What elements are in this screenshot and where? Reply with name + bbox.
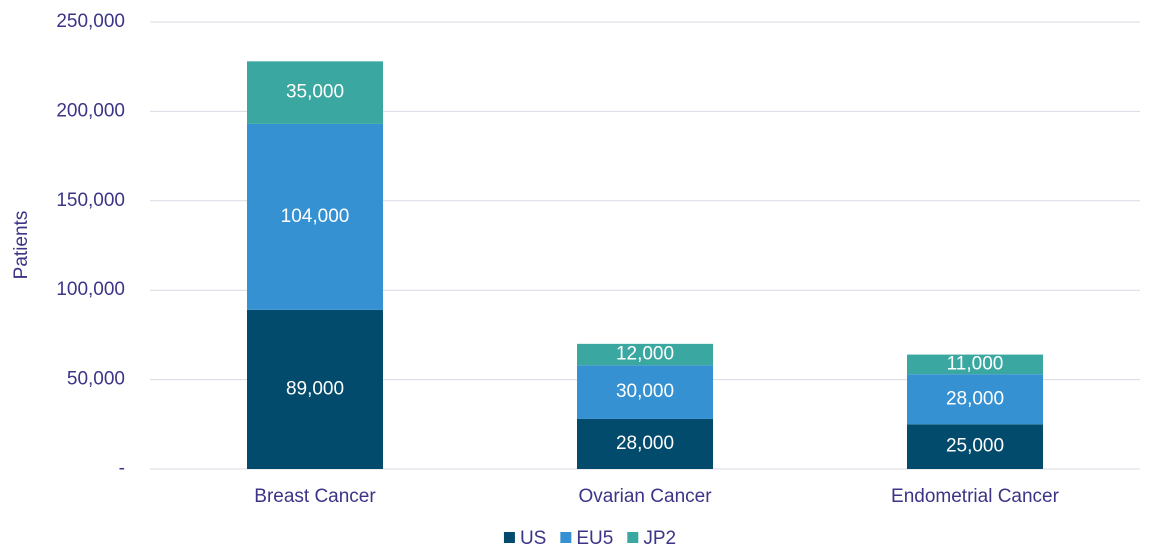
legend-swatch <box>503 532 515 543</box>
data-label: 28,000 <box>946 388 1004 409</box>
x-tick-label: Breast Cancer <box>254 486 376 507</box>
bar-segment <box>907 374 1043 425</box>
y-tick-label: - <box>119 458 125 479</box>
y-tick-label: 200,000 <box>56 100 125 121</box>
x-tick-label: Ovarian Cancer <box>578 486 712 507</box>
data-label: 28,000 <box>616 433 674 454</box>
bar-segment <box>907 354 1043 375</box>
y-tick-label: 250,000 <box>56 11 125 32</box>
bar-segment <box>577 418 713 469</box>
y-tick-label: 150,000 <box>56 190 125 211</box>
bar-segment <box>247 61 383 124</box>
legend-label: JP2 <box>643 528 676 549</box>
legend-label: US <box>520 528 546 549</box>
y-axis-label: Patients <box>11 211 32 280</box>
bar-segment <box>247 123 383 310</box>
data-label: 35,000 <box>286 82 344 103</box>
legend-swatch <box>560 532 572 543</box>
data-label: 25,000 <box>946 436 1004 457</box>
data-label: 12,000 <box>616 344 674 365</box>
y-tick-label: 100,000 <box>56 279 125 300</box>
bar-segment <box>577 365 713 419</box>
y-tick-label: 50,000 <box>67 369 125 390</box>
data-label: 89,000 <box>286 378 344 399</box>
legend-swatch <box>627 532 639 543</box>
data-label: 30,000 <box>616 381 674 402</box>
data-label: 11,000 <box>947 353 1004 374</box>
legend-label: EU5 <box>576 528 613 549</box>
bar-segment <box>907 424 1043 469</box>
bar-segment <box>247 309 383 469</box>
bar-segment <box>577 343 713 366</box>
x-tick-label: Endometrial Cancer <box>891 486 1060 507</box>
data-label: 104,000 <box>281 206 350 227</box>
